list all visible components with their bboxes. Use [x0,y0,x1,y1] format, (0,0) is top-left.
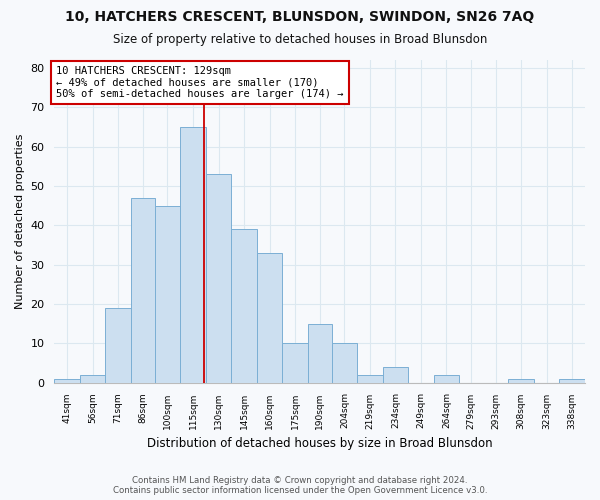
Bar [282,343,308,382]
Bar [308,324,332,382]
Bar [357,374,383,382]
Bar [131,198,155,382]
Text: 10 HATCHERS CRESCENT: 129sqm
← 49% of detached houses are smaller (170)
50% of s: 10 HATCHERS CRESCENT: 129sqm ← 49% of de… [56,66,344,99]
Bar [80,374,106,382]
Text: Contains HM Land Registry data © Crown copyright and database right 2024.
Contai: Contains HM Land Registry data © Crown c… [113,476,487,495]
Bar [231,229,257,382]
Bar [257,253,282,382]
Bar [434,374,459,382]
Bar [332,343,357,382]
Bar [508,378,534,382]
X-axis label: Distribution of detached houses by size in Broad Blunsdon: Distribution of detached houses by size … [147,437,493,450]
Text: 10, HATCHERS CRESCENT, BLUNSDON, SWINDON, SN26 7AQ: 10, HATCHERS CRESCENT, BLUNSDON, SWINDON… [65,10,535,24]
Bar [55,378,80,382]
Bar [180,127,206,382]
Bar [206,174,231,382]
Bar [383,367,408,382]
Y-axis label: Number of detached properties: Number of detached properties [15,134,25,309]
Text: Size of property relative to detached houses in Broad Blunsdon: Size of property relative to detached ho… [113,32,487,46]
Bar [559,378,585,382]
Bar [155,206,180,382]
Bar [106,308,131,382]
